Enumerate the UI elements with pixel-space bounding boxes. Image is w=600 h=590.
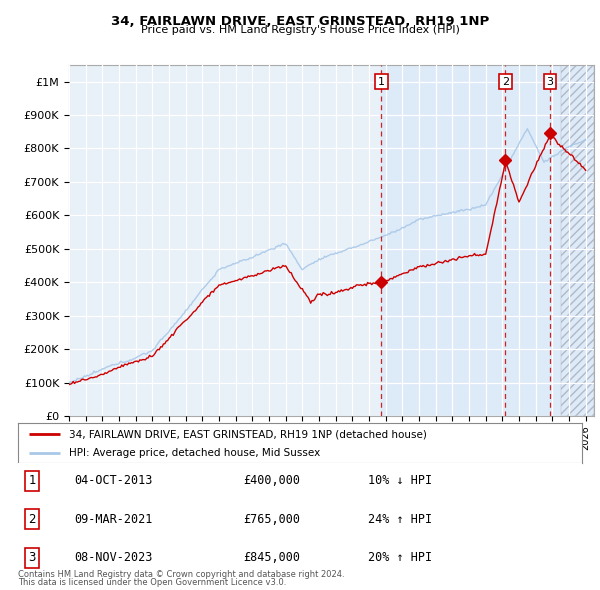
Text: 08-NOV-2023: 08-NOV-2023 <box>74 551 153 564</box>
Text: Price paid vs. HM Land Registry's House Price Index (HPI): Price paid vs. HM Land Registry's House … <box>140 25 460 35</box>
Bar <box>382 65 594 416</box>
Text: HPI: Average price, detached house, Mid Sussex: HPI: Average price, detached house, Mid … <box>69 448 320 458</box>
Text: This data is licensed under the Open Government Licence v3.0.: This data is licensed under the Open Gov… <box>18 578 286 587</box>
Text: 24% ↑ HPI: 24% ↑ HPI <box>368 513 432 526</box>
Text: 1: 1 <box>28 474 36 487</box>
Text: 20% ↑ HPI: 20% ↑ HPI <box>368 551 432 564</box>
Text: Contains HM Land Registry data © Crown copyright and database right 2024.: Contains HM Land Registry data © Crown c… <box>18 571 344 579</box>
Text: £845,000: £845,000 <box>244 551 301 564</box>
Text: 1: 1 <box>378 77 385 87</box>
Text: 2: 2 <box>502 77 509 87</box>
Text: £765,000: £765,000 <box>244 513 301 526</box>
Text: 3: 3 <box>547 77 553 87</box>
Text: 10% ↓ HPI: 10% ↓ HPI <box>368 474 432 487</box>
Text: 09-MAR-2021: 09-MAR-2021 <box>74 513 153 526</box>
Text: 04-OCT-2013: 04-OCT-2013 <box>74 474 153 487</box>
Text: 34, FAIRLAWN DRIVE, EAST GRINSTEAD, RH19 1NP: 34, FAIRLAWN DRIVE, EAST GRINSTEAD, RH19… <box>111 15 489 28</box>
Text: 34, FAIRLAWN DRIVE, EAST GRINSTEAD, RH19 1NP (detached house): 34, FAIRLAWN DRIVE, EAST GRINSTEAD, RH19… <box>69 430 427 440</box>
Text: 3: 3 <box>28 551 36 564</box>
Text: 2: 2 <box>28 513 36 526</box>
Text: £400,000: £400,000 <box>244 474 301 487</box>
